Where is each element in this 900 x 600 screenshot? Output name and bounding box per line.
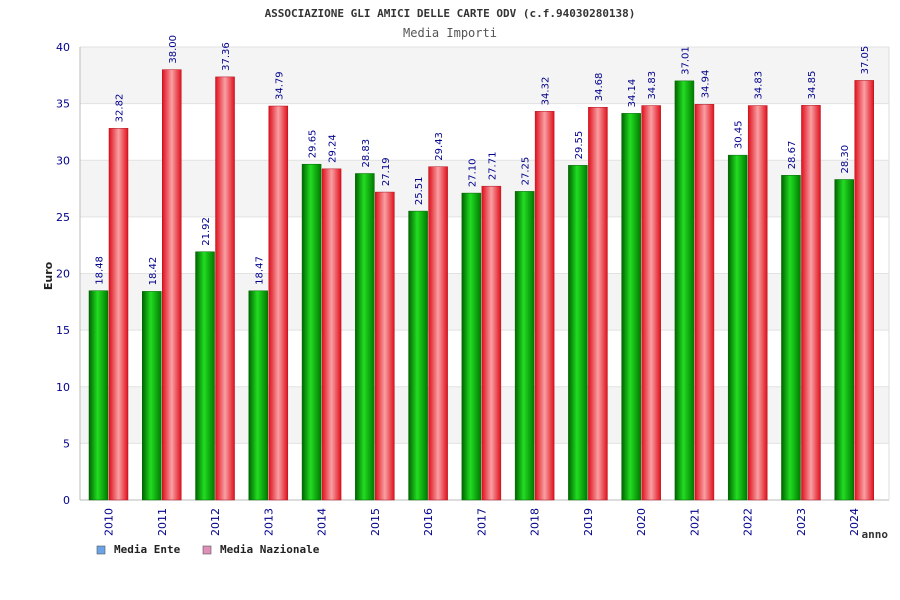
chart-title: ASSOCIAZIONE GLI AMICI DELLE CARTE ODV (… <box>265 7 636 20</box>
data-label: 25.51 <box>414 176 425 205</box>
y-axis-label: Euro <box>42 261 55 290</box>
bar-media-nazionale <box>268 105 289 501</box>
data-label: 34.79 <box>274 71 285 100</box>
y-tick-label: 0 <box>63 494 70 507</box>
y-tick-label: 35 <box>56 98 70 111</box>
grid-band <box>80 103 889 161</box>
bar-media-ente <box>674 80 695 501</box>
data-label: 27.25 <box>521 157 532 186</box>
data-label: 34.68 <box>594 73 605 102</box>
x-tick-label: 2023 <box>795 508 808 536</box>
x-tick-label: 2015 <box>369 508 382 536</box>
x-tick-label: 2011 <box>156 508 169 536</box>
bar-media-nazionale <box>481 185 502 501</box>
y-tick-label: 15 <box>56 324 70 337</box>
data-label: 29.65 <box>308 130 319 159</box>
bar-media-nazionale <box>215 76 235 501</box>
x-tick-label: 2013 <box>262 508 275 536</box>
x-tick-label: 2014 <box>316 508 329 536</box>
data-label: 34.32 <box>541 77 552 106</box>
bar-media-nazionale <box>375 191 395 501</box>
data-label: 27.71 <box>487 152 498 181</box>
x-tick-label: 2021 <box>688 508 701 536</box>
data-label: 18.42 <box>148 257 159 286</box>
y-tick-label: 25 <box>56 211 70 224</box>
bar-media-nazionale <box>321 168 342 501</box>
bar-media-ente <box>727 154 748 501</box>
data-label: 34.14 <box>627 79 638 108</box>
bar-media-nazionale <box>747 105 768 501</box>
data-label: 37.05 <box>860 46 871 75</box>
y-tick-label: 5 <box>63 437 70 450</box>
bar-media-nazionale <box>641 105 661 501</box>
y-tick-label: 20 <box>56 268 70 281</box>
data-label: 27.10 <box>467 158 478 187</box>
x-tick-label: 2018 <box>529 508 542 536</box>
x-tick-label: 2012 <box>209 508 222 536</box>
data-label: 28.83 <box>361 139 372 168</box>
bar-media-ente <box>301 163 322 501</box>
grid-band <box>80 47 889 104</box>
bar-media-nazionale <box>588 106 608 501</box>
data-label: 21.92 <box>201 217 212 246</box>
bar-media-ente <box>88 290 109 501</box>
x-tick-label: 2022 <box>742 508 755 536</box>
data-label: 30.45 <box>734 121 745 150</box>
bar-media-nazionale <box>801 105 821 501</box>
x-tick-label: 2020 <box>635 508 648 536</box>
x-tick-label: 2010 <box>103 508 116 536</box>
data-label: 37.36 <box>221 42 232 71</box>
bar-media-ente <box>834 179 854 501</box>
legend-label-media-nazionale: Media Nazionale <box>220 543 320 556</box>
bar-media-nazionale <box>428 166 448 501</box>
bar-media-nazionale <box>162 69 182 501</box>
x-tick-label: 2019 <box>582 508 595 536</box>
bar-media-ente <box>461 192 482 501</box>
y-tick-label: 30 <box>56 154 70 167</box>
bar-media-ente <box>195 251 215 501</box>
data-label: 18.48 <box>95 256 106 285</box>
data-label: 29.24 <box>328 134 339 163</box>
data-label: 27.19 <box>381 157 392 186</box>
x-axis-label: anno <box>862 528 889 541</box>
bar-media-ente <box>408 210 428 501</box>
bar-media-ente <box>355 173 375 501</box>
data-label: 34.83 <box>647 71 658 100</box>
x-tick-label: 2017 <box>475 508 488 536</box>
legend-swatch-media-ente <box>96 545 106 555</box>
bar-media-ente <box>514 191 535 501</box>
legend: Media Ente Media Nazionale <box>96 543 320 556</box>
bar-media-nazionale <box>534 111 555 501</box>
bar-media-ente <box>781 175 801 501</box>
legend-swatch-media-nazionale <box>202 545 212 555</box>
bar-media-ente <box>621 113 641 501</box>
data-label: 37.01 <box>680 46 691 75</box>
bar-media-nazionale <box>854 80 874 501</box>
bar-media-ente <box>568 165 588 501</box>
data-label: 34.83 <box>754 71 765 100</box>
chart-subtitle: Media Importi <box>403 26 497 40</box>
y-tick-label: 10 <box>56 381 70 394</box>
data-label: 32.82 <box>115 94 126 123</box>
bar-media-nazionale <box>108 128 129 501</box>
x-tick-label: 2016 <box>422 508 435 536</box>
data-label: 29.43 <box>434 132 445 161</box>
bar-media-ente <box>142 291 162 501</box>
bar-media-nazionale <box>694 104 715 501</box>
y-tick-label: 40 <box>56 41 70 54</box>
data-label: 34.85 <box>807 71 818 100</box>
plot-area: 0 5 10 15 20 25 30 35 40 18.48 32.82 2010 18.42 38.00… <box>56 35 890 536</box>
legend-label-media-ente: Media Ente <box>114 543 181 556</box>
data-label: 38.00 <box>168 35 179 64</box>
data-label: 28.67 <box>787 141 798 170</box>
data-label: 34.94 <box>700 70 711 99</box>
data-label: 29.55 <box>574 131 585 160</box>
x-tick-label: 2024 <box>848 508 861 536</box>
bar-media-ente <box>248 290 269 501</box>
data-label: 28.30 <box>840 145 851 174</box>
data-label: 18.47 <box>254 256 265 285</box>
